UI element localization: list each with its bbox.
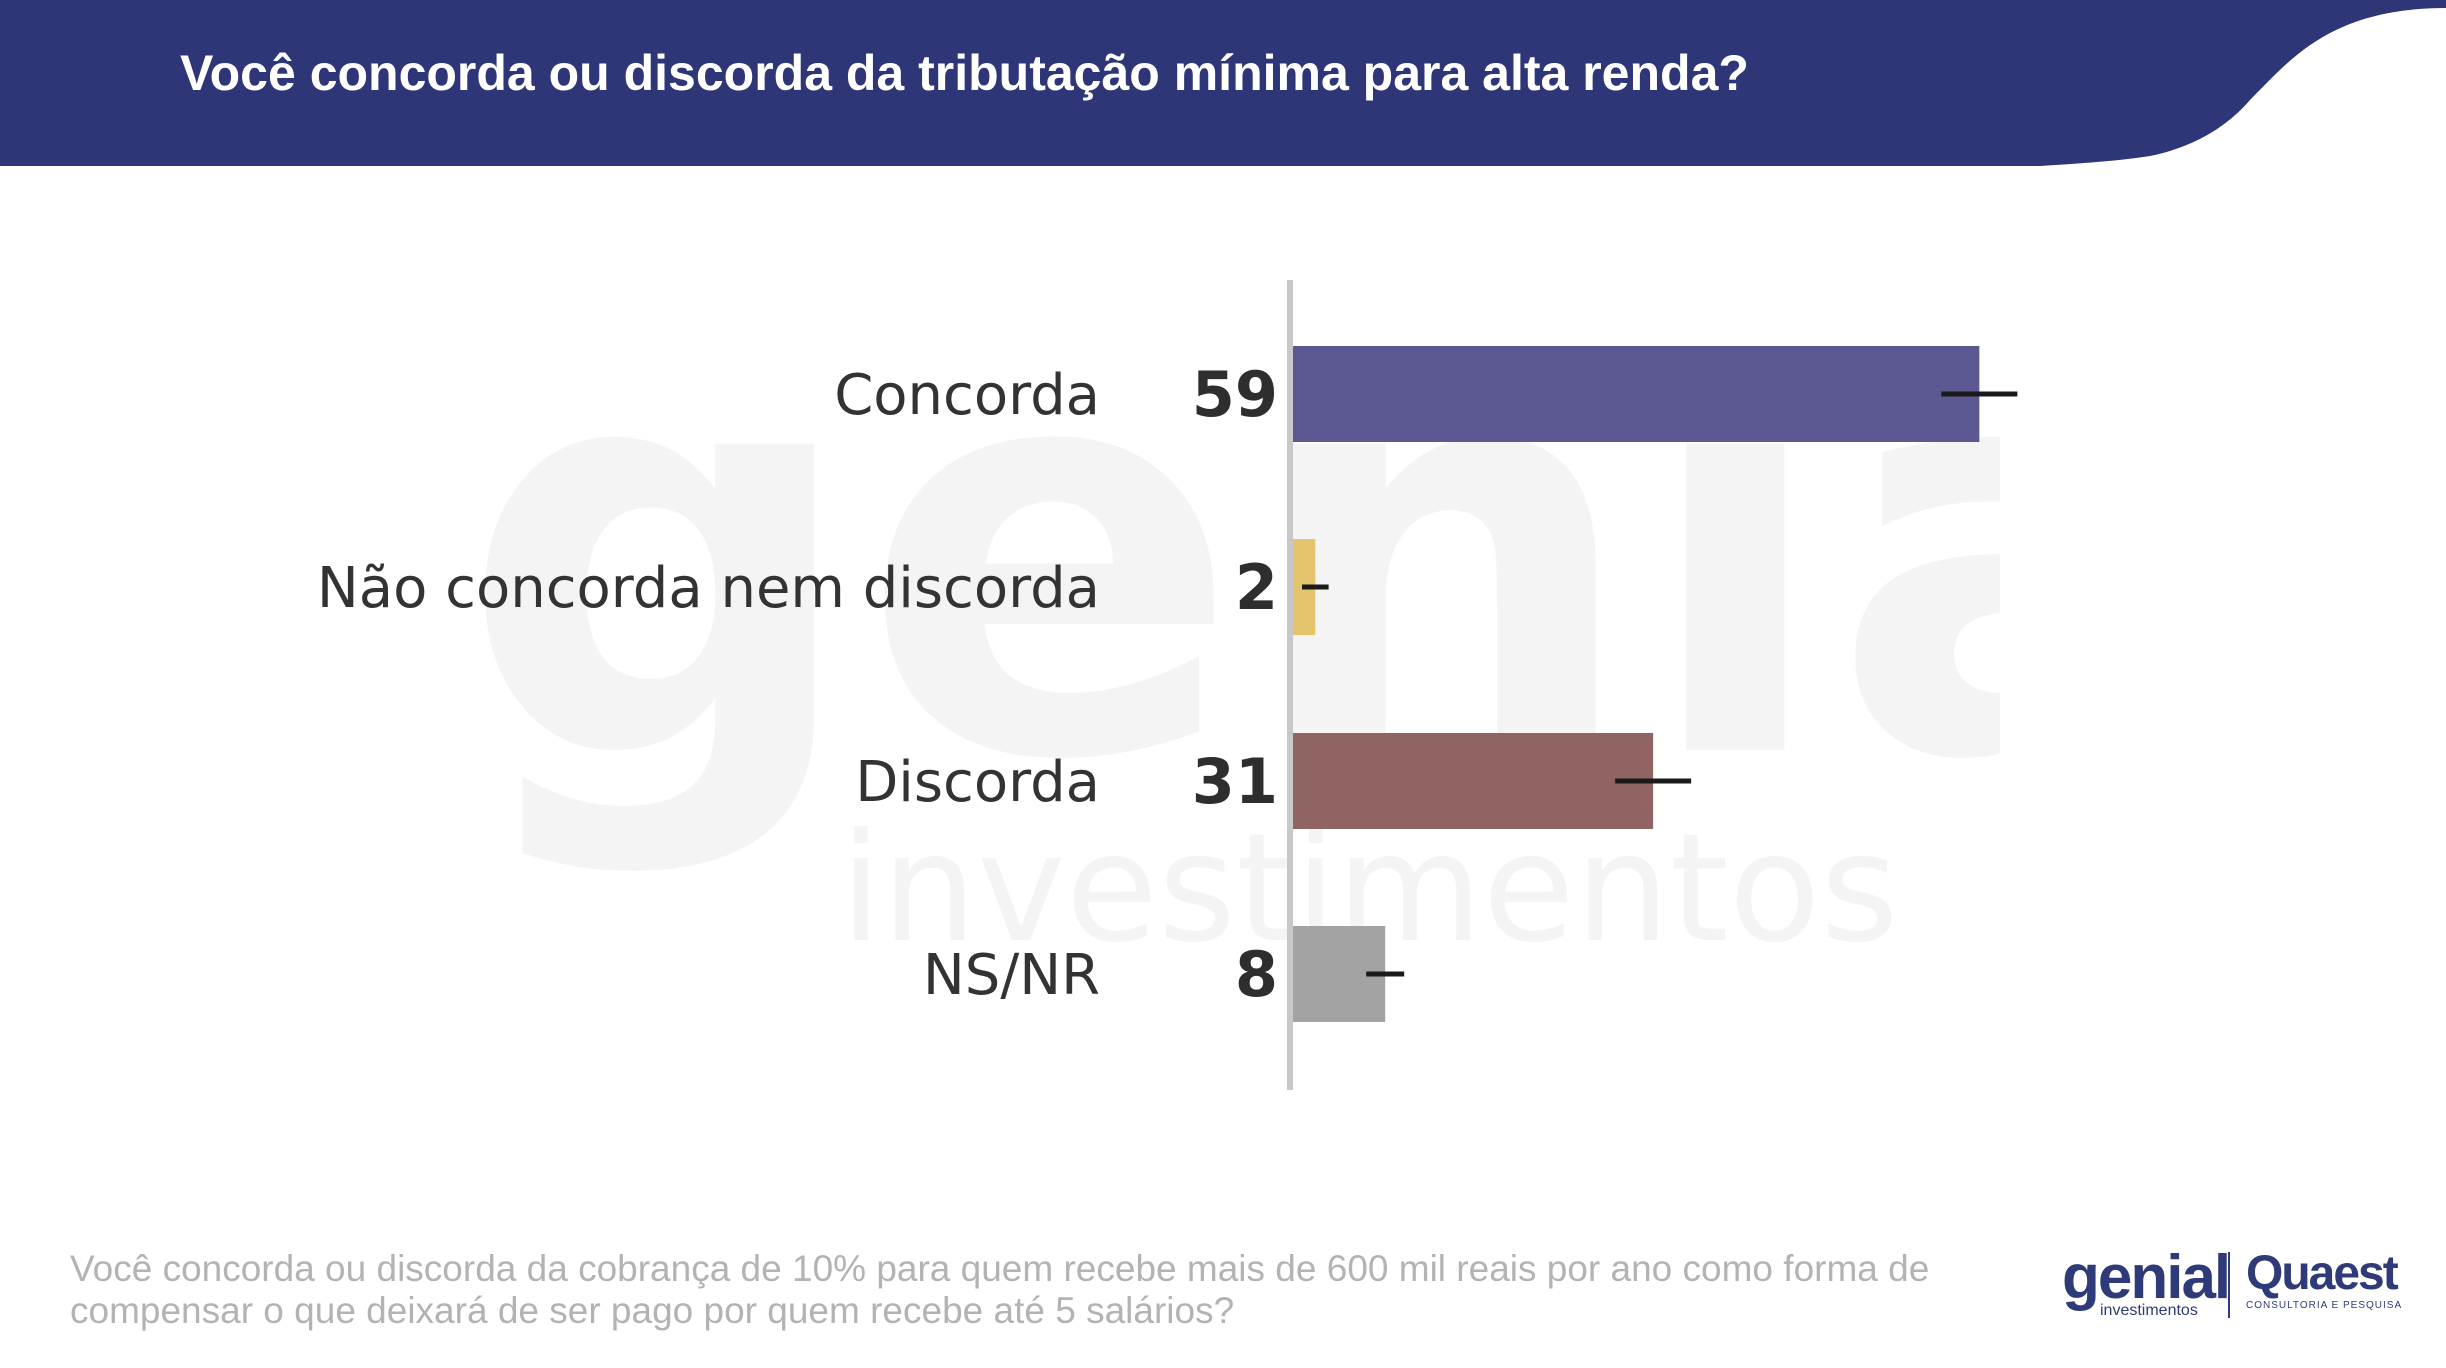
header-banner <box>0 0 2446 166</box>
watermark-logo-text: genial <box>460 380 2000 883</box>
logo-divider <box>2228 1252 2230 1318</box>
genial-logo: genial investimentos <box>2062 1243 2252 1319</box>
quaest-logo: Quaest CONSULTORIA E PESQUISA <box>2246 1247 2401 1320</box>
category-label: NS/NR <box>923 943 1100 1008</box>
quaest-logo-subtext: CONSULTORIA E PESQUISA <box>2246 1300 2403 1311</box>
category-label: Concorda <box>834 363 1100 428</box>
bar-0 <box>1292 346 1980 442</box>
value-label: 2 <box>1235 551 1278 624</box>
category-label: Discorda <box>855 750 1100 815</box>
genial-watermark-logo: genial investimentos <box>460 380 2000 976</box>
genial-logo-subtext: investimentos <box>2100 1302 2198 1319</box>
category-label: Não concorda nem discorda <box>317 556 1100 621</box>
bar-2 <box>1292 733 1654 829</box>
value-label: 31 <box>1192 745 1278 818</box>
page-title: Você concorda ou discorda da tributação … <box>180 45 1749 101</box>
quaest-logo-text: Quaest <box>2246 1247 2399 1300</box>
question-footnote: Você concorda ou discorda da cobrança de… <box>70 1248 1930 1331</box>
value-label: 8 <box>1235 938 1278 1011</box>
value-label: 59 <box>1192 358 1278 431</box>
genial-logo-text: genial <box>2062 1243 2231 1312</box>
